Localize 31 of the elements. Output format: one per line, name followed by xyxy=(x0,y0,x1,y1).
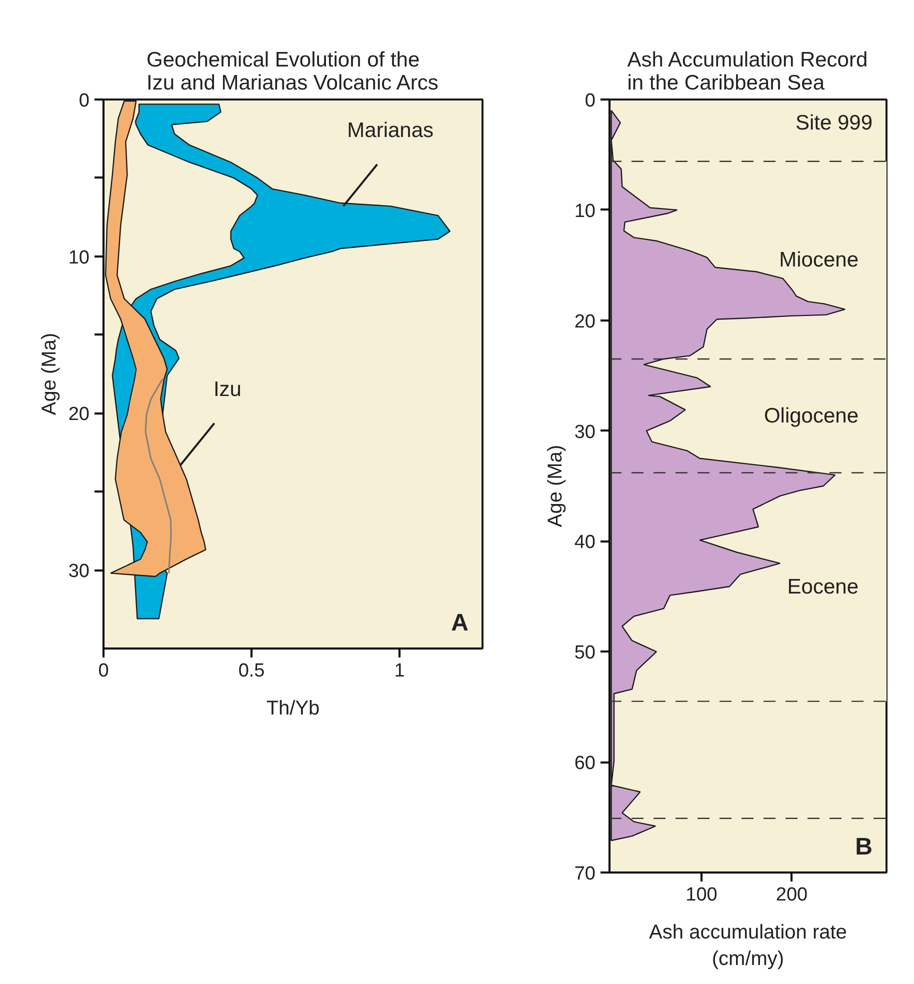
band-label: Eocene xyxy=(787,576,859,599)
y-axis-title: Age (Ma) xyxy=(544,444,566,528)
band-label: Miocene xyxy=(779,248,859,272)
y-axis-title: Age (Ma) xyxy=(38,332,60,416)
y-tick-label: 30 xyxy=(68,561,90,582)
y-tick-label: 20 xyxy=(574,311,596,332)
y-tick-label: 50 xyxy=(574,642,596,664)
y-tick-label: 10 xyxy=(574,200,596,222)
x-tick-label: 0.5 xyxy=(238,660,265,682)
x-tick-label: 1 xyxy=(394,660,405,682)
x-tick-label: 0 xyxy=(98,660,109,682)
y-tick-label: 30 xyxy=(574,422,596,443)
y-tick-label: 60 xyxy=(574,753,596,774)
x-axis-title: Th/Yb xyxy=(266,698,320,720)
annotation: Marianas xyxy=(347,119,434,142)
chart-title: Ash Accumulation Record in the Caribbean Sea xyxy=(627,48,868,94)
annotation: Site 999 xyxy=(795,112,873,134)
chart-title: Geochemical Evolution of the Izu and Marianas Volcanic Arcs xyxy=(146,48,438,94)
y-tick-label: 0 xyxy=(78,90,90,112)
y-tick-label: 40 xyxy=(574,532,596,554)
band-label: Oligocene xyxy=(764,404,858,428)
annotation: A xyxy=(451,610,469,636)
annotation: Izu xyxy=(213,378,242,401)
x-tick-label: 200 xyxy=(776,884,808,906)
y-tick-label: 0 xyxy=(584,90,596,112)
x-tick-label: 100 xyxy=(686,884,718,906)
y-tick-label: 20 xyxy=(68,404,90,426)
y-tick-label: 70 xyxy=(574,864,596,884)
y-tick-label: 10 xyxy=(68,247,90,268)
x-axis-title: Ash accumulation rate (cm/my) xyxy=(649,922,847,970)
annotation: B xyxy=(855,834,873,860)
